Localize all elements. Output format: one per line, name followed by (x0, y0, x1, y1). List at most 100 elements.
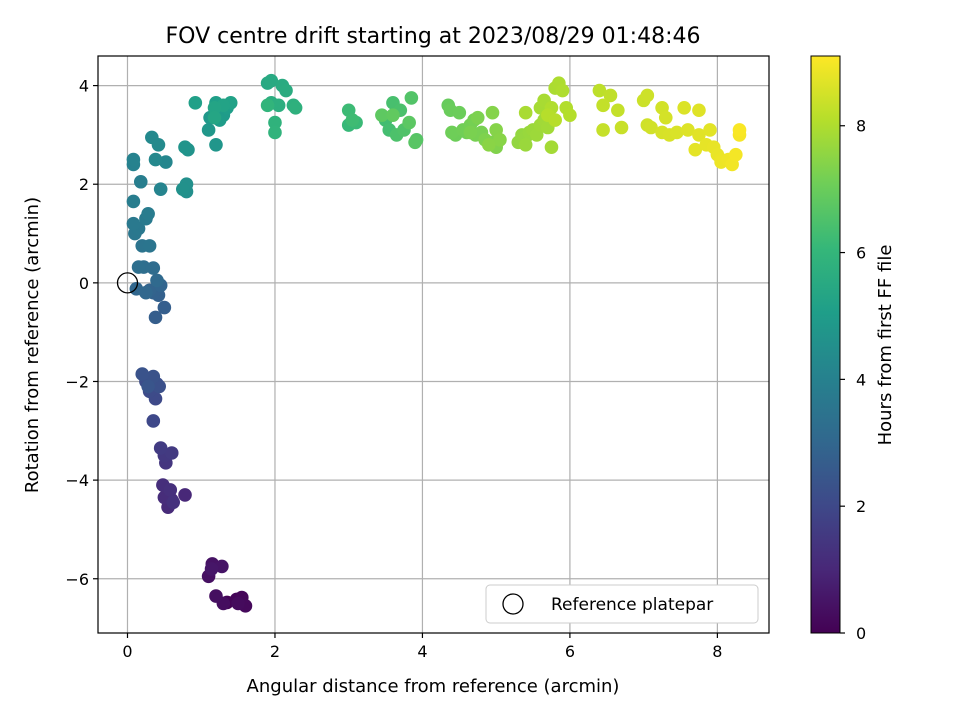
data-point (603, 88, 618, 103)
data-point (271, 98, 286, 113)
reference-platepar-marker (116, 272, 139, 294)
data-point (402, 115, 416, 130)
data-point (178, 488, 192, 502)
data-point (157, 300, 172, 315)
data-point (126, 152, 141, 167)
data-point (260, 98, 275, 113)
data-point (288, 100, 303, 115)
data-point (681, 123, 695, 137)
data-point (485, 105, 500, 120)
data-point (692, 128, 706, 142)
data-point (151, 137, 166, 152)
data-point (463, 125, 478, 140)
y-tick-label: −6 (65, 570, 89, 589)
data-point (555, 83, 570, 98)
data-point (596, 123, 610, 137)
y-tick-label: −2 (65, 372, 89, 391)
data-point (279, 83, 293, 98)
data-point (563, 108, 577, 122)
data-point (153, 182, 168, 196)
data-point (614, 120, 629, 135)
data-point (175, 182, 190, 196)
x-tick-label: 6 (565, 642, 575, 661)
data-point (152, 379, 167, 394)
colorbar-tick-label: 2 (856, 497, 866, 516)
data-point (677, 100, 692, 115)
y-tick-label: −4 (65, 471, 89, 490)
data-point (148, 152, 163, 167)
data-point (142, 239, 157, 253)
x-axis-label: Angular distance from reference (arcmin) (247, 676, 620, 697)
grid-layer (98, 56, 769, 633)
y-tick-label: 4 (79, 77, 89, 96)
data-point (592, 83, 607, 98)
data-point (658, 110, 673, 125)
data-point (544, 140, 559, 155)
data-point (153, 441, 168, 455)
data-point (692, 103, 706, 118)
x-tick-label: 4 (417, 642, 427, 661)
data-point (146, 414, 161, 428)
colorbar-tick-label: 6 (856, 244, 866, 263)
data-point (268, 115, 282, 130)
x-tick-label: 2 (270, 642, 280, 661)
data-point (482, 137, 496, 152)
data-point (178, 140, 192, 155)
data-point (408, 135, 422, 150)
data-point (201, 123, 216, 137)
data-point (131, 260, 146, 274)
data-point (141, 207, 155, 221)
data-point (135, 367, 150, 381)
plot-frame (97, 55, 770, 634)
data-point (670, 125, 684, 140)
data-point (141, 379, 155, 394)
data-point (209, 137, 223, 152)
data-point (518, 137, 533, 152)
y-tick-label: 2 (79, 175, 89, 194)
chart-title: FOV centre drift starting at 2023/08/29 … (166, 24, 701, 49)
data-point (188, 96, 203, 110)
y-axis-label: Rotation from reference (arcmin) (22, 197, 43, 493)
data-point (148, 310, 163, 325)
data-point (493, 133, 507, 147)
data-point (732, 123, 747, 137)
data-point (231, 596, 245, 611)
x-tick-label: 0 (122, 642, 132, 661)
points-layer (126, 73, 747, 613)
data-point (548, 113, 562, 127)
data-point (139, 285, 153, 300)
data-point (452, 105, 467, 120)
data-point (159, 155, 173, 169)
legend-box (485, 584, 759, 624)
x-tick-label: 8 (712, 642, 722, 661)
data-point (640, 88, 655, 103)
data-point (150, 273, 164, 288)
data-point (215, 559, 229, 574)
colorbar-ticks: 0 2 4 6 8 (840, 117, 866, 643)
data-point (345, 113, 360, 127)
data-point (596, 98, 610, 113)
data-point (375, 108, 389, 122)
data-point (207, 100, 222, 115)
data-point (445, 125, 459, 140)
data-point (404, 91, 419, 105)
data-point (163, 483, 178, 497)
colorbar-tick-label: 8 (856, 117, 866, 136)
data-point (268, 125, 282, 140)
data-point (688, 142, 703, 157)
colorbar-tick-label: 0 (856, 624, 866, 643)
data-point (703, 123, 717, 137)
data-point (166, 495, 181, 510)
data-point (518, 105, 533, 120)
data-point (164, 446, 179, 460)
data-point (470, 110, 485, 125)
data-point (611, 103, 625, 118)
data-point (729, 147, 743, 162)
colorbar-label: Hours from first FF file (875, 245, 896, 446)
data-point (126, 216, 141, 231)
legend: Reference platepar (485, 584, 759, 624)
data-point (264, 73, 279, 88)
reference-layer (116, 272, 139, 294)
